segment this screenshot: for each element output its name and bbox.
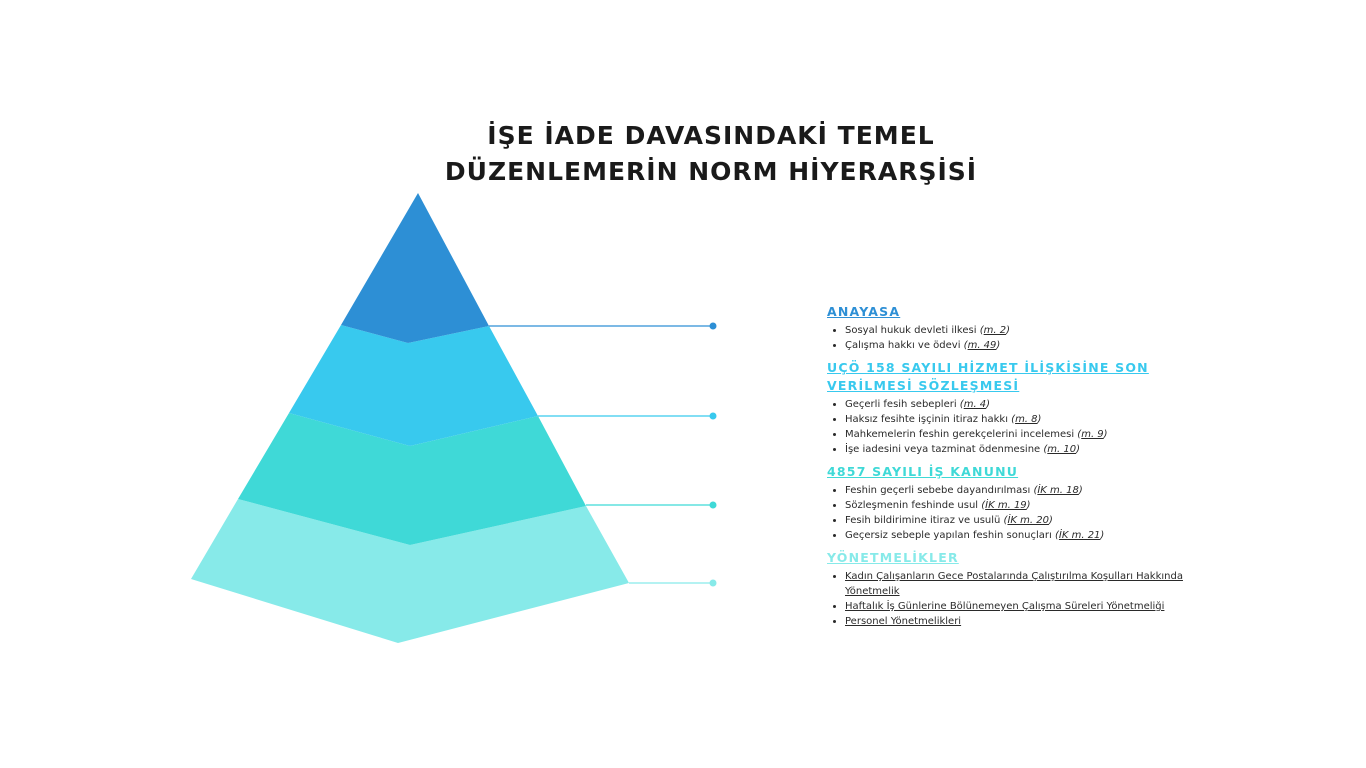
connector-dot-3	[709, 501, 717, 509]
article-reference: (m. 2)	[979, 325, 1010, 336]
article-reference: (m. 4)	[959, 399, 991, 410]
pyramid-level-2	[289, 325, 538, 446]
article-link[interactable]: m. 9	[1081, 429, 1104, 440]
list-item: Çalışma hakkı ve ödevi (m. 49)	[845, 338, 1207, 353]
article-link[interactable]: m. 10	[1047, 444, 1077, 455]
article-link[interactable]: İK m. 19	[985, 500, 1027, 511]
section-heading[interactable]: ANAYASA	[827, 304, 901, 319]
title-line-1: İŞE İADE DAVASINDAKİ TEMEL	[487, 121, 935, 150]
list-item: Fesih bildirimine itiraz ve usulü (İK m.…	[845, 513, 1207, 528]
article-link[interactable]: İK m. 20	[1007, 515, 1049, 526]
item-text: Feshin geçerli sebebe dayandırılması	[845, 485, 1034, 496]
section-heading[interactable]: 4857 SAYILI İŞ KANUNU	[827, 464, 1019, 479]
article-reference: (m. 49)	[963, 340, 1001, 351]
item-text: Mahkemelerin feshin gerekçelerini incele…	[845, 429, 1078, 440]
item-text: Sözleşmenin feshinde usul	[845, 500, 982, 511]
article-reference: (İK m. 20)	[1003, 515, 1053, 526]
pyramid-level-4	[191, 499, 629, 643]
article-link[interactable]: İK m. 18	[1037, 485, 1079, 496]
article-reference: (m. 8)	[1011, 414, 1042, 425]
item-text: Sosyal hukuk devleti ilkesi	[845, 325, 980, 336]
article-reference: (m. 9)	[1077, 429, 1108, 440]
section-2: UÇÖ 158 SAYILI HİZMET İLİŞKİSİNE SON VER…	[827, 359, 1207, 457]
list-item: Sözleşmenin feshinde usul (İK m. 19)	[845, 498, 1207, 513]
item-text: Geçersiz sebeple yapılan feshin sonuçlar…	[845, 530, 1055, 541]
article-link[interactable]: m. 49	[967, 340, 997, 351]
section-heading[interactable]: YÖNETMELİKLER	[827, 550, 959, 565]
article-reference: (İK m. 19)	[981, 500, 1031, 511]
list-item: Geçerli fesih sebepleri (m. 4)	[845, 397, 1207, 412]
connector-dot-1	[709, 322, 717, 330]
section-3: 4857 SAYILI İŞ KANUNU Feshin geçerli sebe…	[827, 463, 1207, 543]
item-text: Haksız fesihte işçinin itiraz hakkı	[845, 414, 1012, 425]
list-item: Geçersiz sebeple yapılan feshin sonuçlar…	[845, 528, 1207, 543]
article-link[interactable]: İK m. 21	[1058, 530, 1101, 541]
section-list: Geçerli fesih sebepleri (m. 4)Haksız fes…	[827, 397, 1207, 457]
title-line-2: DÜZENLEMERİN NORM HİYERARŞİSİ	[444, 157, 978, 186]
list-item: Mahkemelerin feshin gerekçelerini incele…	[845, 427, 1207, 442]
pyramid-level-1	[341, 193, 489, 343]
section-1: ANAYASA Sosyal hukuk devleti ilkesi (m. 2…	[827, 303, 1207, 353]
list-item: Personel Yönetmelikleri	[845, 614, 1207, 629]
section-heading[interactable]: UÇÖ 158 SAYILI HİZMET İLİŞKİSİNE SON VER…	[827, 360, 1149, 393]
list-item: Sosyal hukuk devleti ilkesi (m. 2)	[845, 323, 1207, 338]
item-text: Çalışma hakkı ve ödevi	[845, 340, 964, 351]
section-list: Feshin geçerli sebebe dayandırılması (İK…	[827, 483, 1207, 543]
list-item: Kadın Çalışanların Gece Postalarında Çal…	[845, 569, 1207, 599]
article-link[interactable]: m. 2	[983, 325, 1007, 336]
article-reference: (İK m. 21)	[1055, 530, 1105, 541]
list-item: İşe iadesini veya tazminat ödenmesine (m…	[845, 442, 1207, 457]
list-item: Feshin geçerli sebebe dayandırılması (İK…	[845, 483, 1207, 498]
page-title: İŞE İADE DAVASINDAKİ TEMEL DÜZENLEMERİN …	[380, 118, 1042, 190]
article-reference: (m. 10)	[1043, 444, 1081, 455]
list-item: Haftalık İş Günlerine Bölünemeyen Çalışm…	[845, 599, 1207, 614]
article-link[interactable]: m. 8	[1015, 414, 1038, 425]
article-link[interactable]: m. 4	[963, 399, 987, 410]
list-item: Haksız fesihte işçinin itiraz hakkı (m. …	[845, 412, 1207, 427]
section-4: YÖNETMELİKLER Kadın Çalışanların Gece Pos…	[827, 549, 1207, 629]
section-list: Kadın Çalışanların Gece Postalarında Çal…	[827, 569, 1207, 629]
item-text[interactable]: Kadın Çalışanların Gece Postalarında Çal…	[845, 571, 1183, 597]
section-list: Sosyal hukuk devleti ilkesi (m. 2)Çalışm…	[827, 323, 1207, 353]
article-reference: (İK m. 18)	[1033, 485, 1083, 496]
item-text: İşe iadesini veya tazminat ödenmesine	[845, 444, 1044, 455]
item-text[interactable]: Haftalık İş Günlerine Bölünemeyen Çalışm…	[845, 601, 1165, 612]
connector-dot-4	[709, 579, 717, 587]
connector-dot-2	[709, 412, 717, 420]
item-text: Fesih bildirimine itiraz ve usulü	[845, 515, 1004, 526]
pyramid-level-3	[238, 413, 586, 545]
item-text: Geçerli fesih sebepleri	[845, 399, 960, 410]
legend-panel: ANAYASA Sosyal hukuk devleti ilkesi (m. 2…	[827, 303, 1207, 635]
item-text[interactable]: Personel Yönetmelikleri	[845, 616, 962, 627]
